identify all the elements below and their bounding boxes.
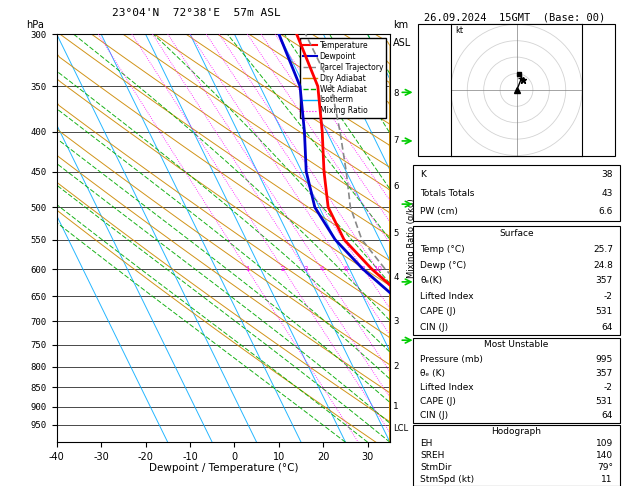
Text: EH: EH xyxy=(420,439,433,448)
Text: Surface: Surface xyxy=(499,229,534,238)
Bar xyxy=(413,165,620,221)
Text: ASL: ASL xyxy=(393,38,411,48)
Text: 995: 995 xyxy=(596,354,613,364)
Text: θₑ(K): θₑ(K) xyxy=(420,276,442,285)
Text: CAPE (J): CAPE (J) xyxy=(420,397,456,406)
Text: hPa: hPa xyxy=(26,20,45,30)
Text: Most Unstable: Most Unstable xyxy=(484,340,548,349)
Bar xyxy=(418,24,615,156)
Text: 23°04'N  72°38'E  57m ASL: 23°04'N 72°38'E 57m ASL xyxy=(112,8,281,17)
Text: 3: 3 xyxy=(393,317,399,326)
Text: 109: 109 xyxy=(596,439,613,448)
Text: 6: 6 xyxy=(343,266,348,272)
Text: 531: 531 xyxy=(596,397,613,406)
Legend: Temperature, Dewpoint, Parcel Trajectory, Dry Adiabat, Wet Adiabat, Isotherm, Mi: Temperature, Dewpoint, Parcel Trajectory… xyxy=(300,38,386,119)
Text: CIN (J): CIN (J) xyxy=(420,323,448,332)
Text: 24.8: 24.8 xyxy=(593,260,613,270)
Text: kt: kt xyxy=(455,25,463,35)
Text: Pressure (mb): Pressure (mb) xyxy=(420,354,483,364)
Text: 2: 2 xyxy=(393,362,399,371)
Text: 79°: 79° xyxy=(597,463,613,472)
Text: CAPE (J): CAPE (J) xyxy=(420,308,456,316)
Text: 43: 43 xyxy=(601,189,613,198)
X-axis label: Dewpoint / Temperature (°C): Dewpoint / Temperature (°C) xyxy=(148,463,298,473)
Text: K: K xyxy=(420,170,426,179)
Text: 38: 38 xyxy=(601,170,613,179)
Bar xyxy=(413,425,620,486)
Text: 7: 7 xyxy=(393,136,399,145)
Bar xyxy=(413,226,620,335)
Text: 357: 357 xyxy=(596,276,613,285)
Text: 140: 140 xyxy=(596,451,613,460)
Text: Lifted Index: Lifted Index xyxy=(420,292,474,301)
Text: 5: 5 xyxy=(393,229,399,238)
Text: CIN (J): CIN (J) xyxy=(420,411,448,420)
Text: 1: 1 xyxy=(393,402,399,411)
Text: 8: 8 xyxy=(393,88,399,98)
Text: StmSpd (kt): StmSpd (kt) xyxy=(420,475,474,485)
Text: 64: 64 xyxy=(601,411,613,420)
Text: 4: 4 xyxy=(393,274,399,282)
Text: SREH: SREH xyxy=(420,451,445,460)
Text: 26.09.2024  15GMT  (Base: 00): 26.09.2024 15GMT (Base: 00) xyxy=(423,12,605,22)
Text: -2: -2 xyxy=(604,383,613,392)
Text: Mixing Ratio (g/kg): Mixing Ratio (g/kg) xyxy=(407,198,416,278)
Text: Hodograph: Hodograph xyxy=(491,427,542,436)
Text: 357: 357 xyxy=(596,369,613,378)
Text: StmDir: StmDir xyxy=(420,463,452,472)
Text: 64: 64 xyxy=(601,323,613,332)
Text: -2: -2 xyxy=(604,292,613,301)
Text: 10: 10 xyxy=(373,266,382,272)
Text: 531: 531 xyxy=(596,308,613,316)
Bar xyxy=(413,338,620,423)
Text: 6.6: 6.6 xyxy=(599,208,613,216)
Text: 4: 4 xyxy=(320,266,324,272)
Text: 25.7: 25.7 xyxy=(593,245,613,254)
Text: 6: 6 xyxy=(393,182,399,191)
Text: 2: 2 xyxy=(281,266,286,272)
Text: 11: 11 xyxy=(601,475,613,485)
Text: Totals Totals: Totals Totals xyxy=(420,189,474,198)
Text: Dewp (°C): Dewp (°C) xyxy=(420,260,466,270)
Text: PW (cm): PW (cm) xyxy=(420,208,458,216)
Text: km: km xyxy=(393,20,408,30)
Text: 3: 3 xyxy=(303,266,308,272)
Text: Lifted Index: Lifted Index xyxy=(420,383,474,392)
Text: LCL: LCL xyxy=(393,424,408,433)
Text: Temp (°C): Temp (°C) xyxy=(420,245,465,254)
Text: 1: 1 xyxy=(245,266,249,272)
Text: 8: 8 xyxy=(361,266,365,272)
Text: θₑ (K): θₑ (K) xyxy=(420,369,445,378)
